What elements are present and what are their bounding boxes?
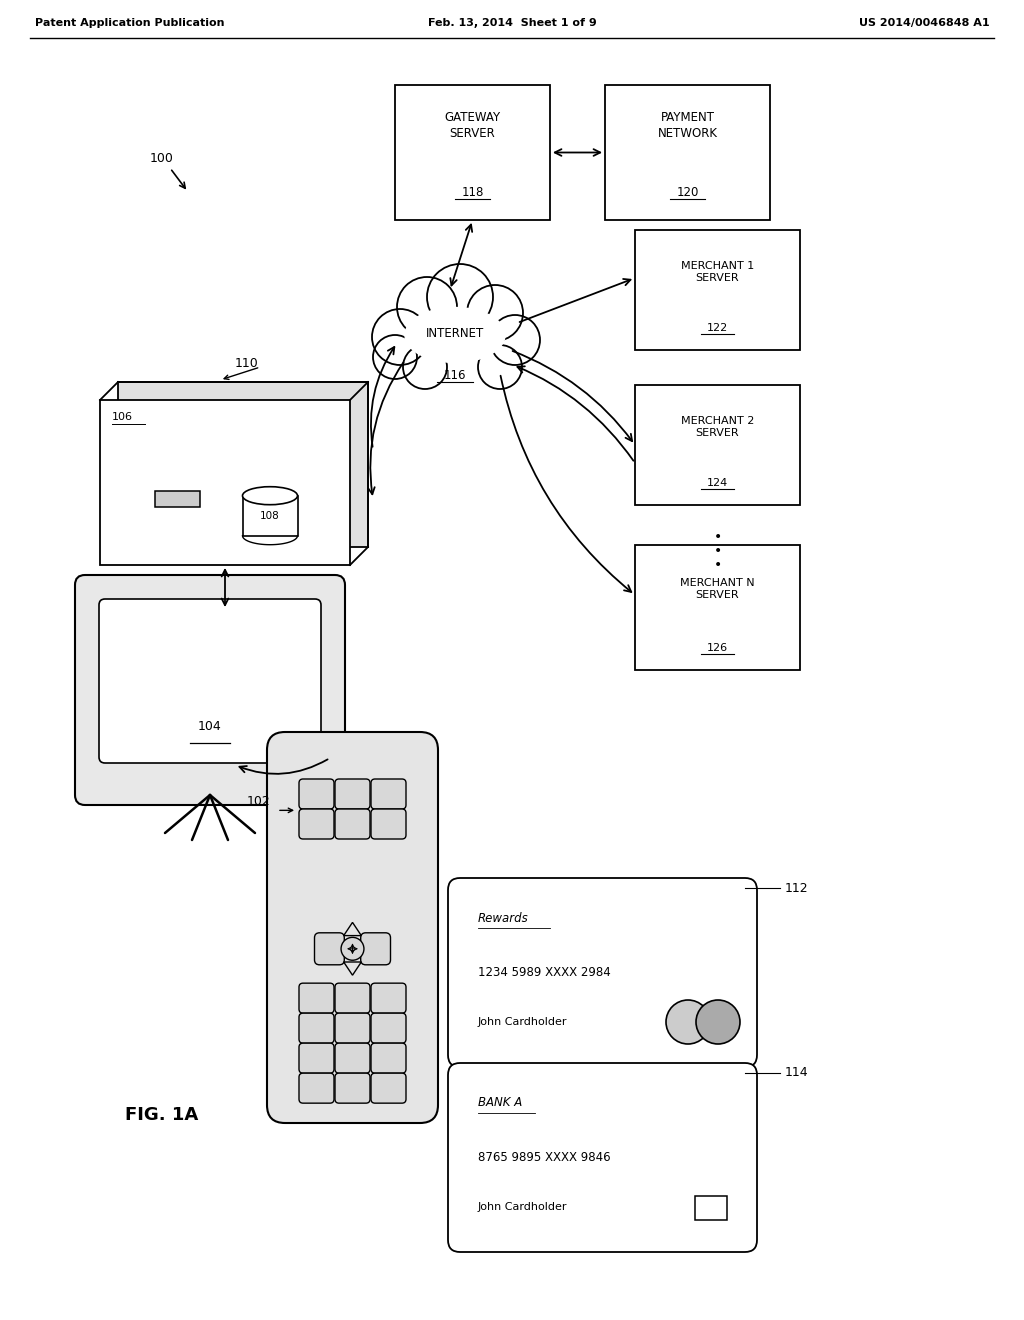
Text: 114: 114 bbox=[785, 1067, 809, 1080]
Text: 126: 126 bbox=[707, 643, 728, 653]
Text: 8765 9895 XXXX 9846: 8765 9895 XXXX 9846 bbox=[478, 1151, 610, 1164]
Text: Feb. 13, 2014  Sheet 1 of 9: Feb. 13, 2014 Sheet 1 of 9 bbox=[428, 18, 596, 28]
Ellipse shape bbox=[406, 308, 505, 363]
Text: US 2014/0046848 A1: US 2014/0046848 A1 bbox=[859, 18, 990, 28]
Circle shape bbox=[373, 335, 417, 379]
Text: 1234 5989 XXXX 2984: 1234 5989 XXXX 2984 bbox=[478, 966, 610, 979]
Text: MERCHANT 1
SERVER: MERCHANT 1 SERVER bbox=[681, 261, 754, 284]
Text: 120: 120 bbox=[676, 186, 698, 198]
Circle shape bbox=[490, 315, 540, 366]
Circle shape bbox=[666, 1001, 710, 1044]
FancyBboxPatch shape bbox=[299, 809, 334, 840]
Text: 100: 100 bbox=[150, 152, 174, 165]
Circle shape bbox=[341, 937, 364, 960]
Circle shape bbox=[372, 309, 428, 366]
Bar bbox=[243, 496, 298, 536]
Text: Rewards: Rewards bbox=[478, 912, 528, 924]
Text: 110: 110 bbox=[234, 356, 258, 370]
Text: 116: 116 bbox=[443, 368, 466, 381]
FancyBboxPatch shape bbox=[335, 1043, 370, 1073]
Circle shape bbox=[696, 1001, 740, 1044]
Text: 102: 102 bbox=[246, 796, 270, 808]
Bar bbox=[695, 1196, 727, 1220]
Circle shape bbox=[478, 345, 522, 389]
Text: FIG. 1A: FIG. 1A bbox=[125, 1106, 199, 1125]
Circle shape bbox=[427, 264, 493, 330]
FancyBboxPatch shape bbox=[299, 983, 334, 1014]
FancyBboxPatch shape bbox=[447, 878, 757, 1067]
FancyBboxPatch shape bbox=[267, 733, 438, 1123]
Bar bbox=[395, 84, 550, 220]
FancyBboxPatch shape bbox=[335, 1014, 370, 1043]
FancyBboxPatch shape bbox=[335, 779, 370, 809]
Bar bbox=[605, 84, 770, 220]
FancyBboxPatch shape bbox=[360, 933, 390, 965]
Text: 112: 112 bbox=[785, 882, 809, 895]
Bar bbox=[118, 381, 368, 546]
Text: Patent Application Publication: Patent Application Publication bbox=[35, 18, 224, 28]
Circle shape bbox=[403, 345, 447, 389]
FancyBboxPatch shape bbox=[371, 809, 406, 840]
Text: BANK A: BANK A bbox=[478, 1097, 522, 1110]
Ellipse shape bbox=[243, 487, 298, 504]
FancyBboxPatch shape bbox=[299, 779, 334, 809]
Bar bbox=[100, 400, 350, 565]
FancyBboxPatch shape bbox=[335, 983, 370, 1014]
Circle shape bbox=[467, 285, 523, 341]
Text: John Cardholder: John Cardholder bbox=[478, 1016, 567, 1027]
Text: INTERNET: INTERNET bbox=[426, 326, 484, 339]
Bar bbox=[635, 230, 800, 350]
Text: 108: 108 bbox=[260, 511, 280, 520]
FancyBboxPatch shape bbox=[314, 933, 344, 965]
Bar bbox=[635, 385, 800, 506]
Text: •
•
•: • • • bbox=[714, 531, 722, 572]
Text: 106: 106 bbox=[112, 412, 133, 422]
FancyBboxPatch shape bbox=[299, 1043, 334, 1073]
Text: GATEWAY
SERVER: GATEWAY SERVER bbox=[444, 111, 501, 140]
Text: 124: 124 bbox=[707, 478, 728, 488]
Text: PAYMENT
NETWORK: PAYMENT NETWORK bbox=[657, 111, 718, 140]
FancyBboxPatch shape bbox=[371, 1073, 406, 1104]
FancyBboxPatch shape bbox=[99, 599, 321, 763]
FancyBboxPatch shape bbox=[299, 1014, 334, 1043]
FancyBboxPatch shape bbox=[371, 983, 406, 1014]
FancyBboxPatch shape bbox=[335, 1073, 370, 1104]
FancyBboxPatch shape bbox=[447, 1063, 757, 1251]
FancyBboxPatch shape bbox=[371, 1043, 406, 1073]
Text: 118: 118 bbox=[462, 186, 483, 198]
FancyBboxPatch shape bbox=[75, 576, 345, 805]
FancyBboxPatch shape bbox=[335, 809, 370, 840]
Circle shape bbox=[397, 277, 457, 337]
Bar bbox=[155, 491, 200, 507]
Text: John Cardholder: John Cardholder bbox=[478, 1203, 567, 1212]
FancyBboxPatch shape bbox=[371, 1014, 406, 1043]
FancyBboxPatch shape bbox=[299, 1073, 334, 1104]
FancyBboxPatch shape bbox=[371, 779, 406, 809]
Text: MERCHANT N
SERVER: MERCHANT N SERVER bbox=[680, 578, 755, 601]
Bar bbox=[635, 545, 800, 671]
Text: MERCHANT 2
SERVER: MERCHANT 2 SERVER bbox=[681, 416, 755, 438]
Text: 104: 104 bbox=[198, 719, 222, 733]
Text: 122: 122 bbox=[707, 323, 728, 333]
